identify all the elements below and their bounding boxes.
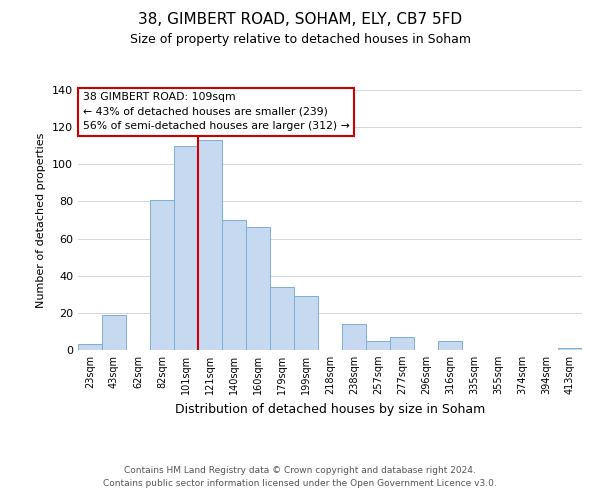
Text: 38, GIMBERT ROAD, SOHAM, ELY, CB7 5FD: 38, GIMBERT ROAD, SOHAM, ELY, CB7 5FD bbox=[138, 12, 462, 28]
Bar bbox=[438, 340, 462, 350]
Bar bbox=[174, 146, 198, 350]
X-axis label: Distribution of detached houses by size in Soham: Distribution of detached houses by size … bbox=[175, 402, 485, 415]
Bar bbox=[294, 296, 318, 350]
Bar bbox=[342, 324, 366, 350]
Bar bbox=[150, 200, 174, 350]
Bar bbox=[558, 348, 582, 350]
Bar bbox=[390, 337, 414, 350]
Bar bbox=[270, 287, 294, 350]
Bar bbox=[222, 220, 246, 350]
Y-axis label: Number of detached properties: Number of detached properties bbox=[37, 132, 46, 308]
Bar bbox=[198, 140, 222, 350]
Text: Contains HM Land Registry data © Crown copyright and database right 2024.
Contai: Contains HM Land Registry data © Crown c… bbox=[103, 466, 497, 487]
Text: Size of property relative to detached houses in Soham: Size of property relative to detached ho… bbox=[130, 32, 470, 46]
Bar bbox=[366, 340, 390, 350]
Text: 38 GIMBERT ROAD: 109sqm
← 43% of detached houses are smaller (239)
56% of semi-d: 38 GIMBERT ROAD: 109sqm ← 43% of detache… bbox=[83, 92, 350, 132]
Bar bbox=[78, 344, 102, 350]
Bar bbox=[246, 228, 270, 350]
Bar bbox=[102, 314, 126, 350]
